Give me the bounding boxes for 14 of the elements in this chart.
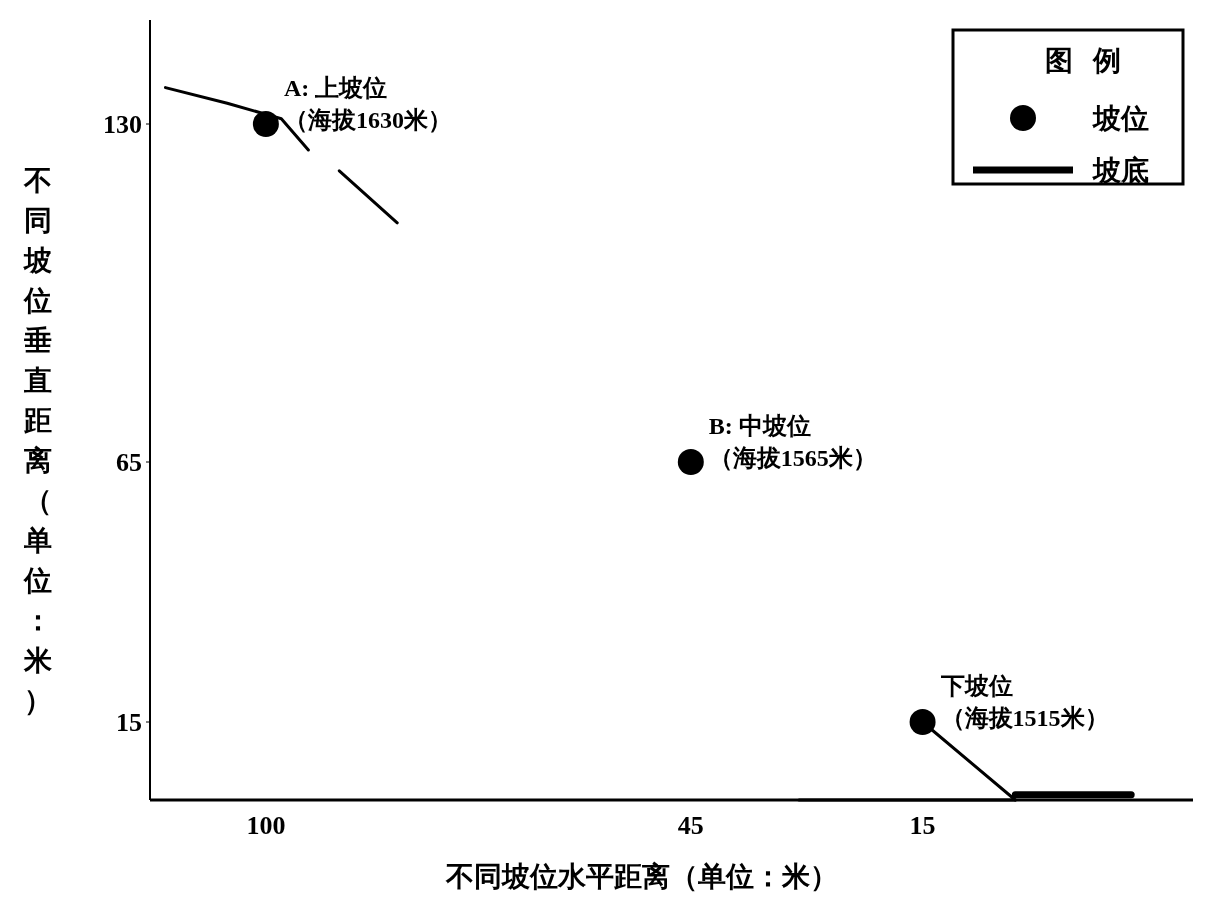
annotation: A: 上坡位（海拔1630米） — [283, 75, 452, 133]
legend-label: 坡位 — [1091, 102, 1149, 134]
y-tick-label: 65 — [116, 448, 142, 478]
x-tick-label: 15 — [909, 811, 936, 840]
x-tick-label: 100 — [246, 811, 286, 840]
annotation: 下坡位（海拔1515米） — [939, 673, 1109, 731]
annotation: B: 中坡位（海拔1565米） — [708, 413, 877, 471]
y-tick-label: 15 — [116, 708, 142, 738]
legend-label: 坡底 — [1091, 154, 1149, 186]
x-tick-label: 45 — [677, 811, 704, 840]
text: 不同坡位垂直距离（单位：米） — [24, 165, 52, 716]
y-tick-label: 130 — [103, 110, 142, 140]
x-axis-title: 不同坡位水平距离（单位：米） — [444, 861, 838, 892]
legend-title: 图例 — [1045, 45, 1141, 76]
